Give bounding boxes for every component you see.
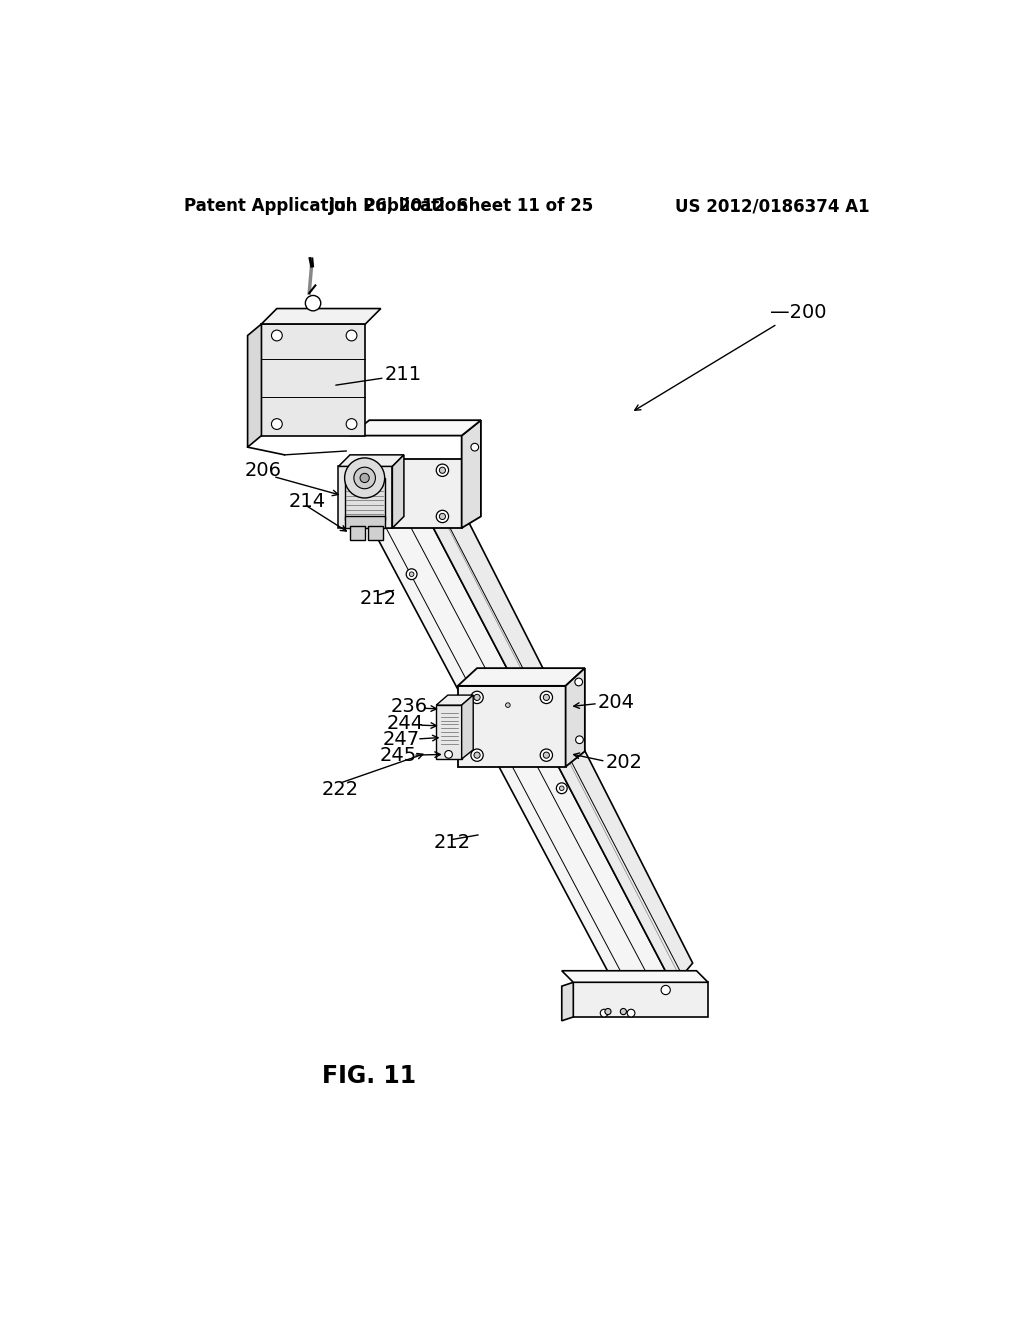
Text: FIG. 11: FIG. 11 [323,1064,417,1088]
Polygon shape [419,478,692,986]
Polygon shape [562,982,573,1020]
Text: 206: 206 [245,461,282,479]
Circle shape [541,692,553,704]
Text: 212: 212 [360,589,397,609]
Polygon shape [350,527,365,540]
Text: 245: 245 [379,746,417,766]
Polygon shape [339,455,403,466]
Circle shape [305,296,321,312]
Circle shape [471,692,483,704]
Circle shape [559,785,564,791]
Circle shape [506,702,510,708]
Text: 222: 222 [322,780,358,800]
Text: Jul. 26, 2012  Sheet 11 of 25: Jul. 26, 2012 Sheet 11 of 25 [329,197,594,215]
Circle shape [346,418,357,429]
Polygon shape [462,420,481,528]
Polygon shape [350,459,462,528]
Circle shape [436,511,449,523]
Polygon shape [350,420,481,436]
Circle shape [360,474,370,483]
Circle shape [544,694,550,701]
Circle shape [407,569,417,579]
Circle shape [471,444,478,451]
Circle shape [271,330,283,341]
Circle shape [436,465,449,477]
Polygon shape [357,502,674,986]
Text: Patent Application Publication: Patent Application Publication [184,197,468,215]
Circle shape [541,748,553,762]
Text: 244: 244 [386,714,423,733]
Polygon shape [248,323,261,447]
Circle shape [628,1010,635,1016]
Circle shape [544,752,550,758]
Circle shape [364,465,376,477]
Polygon shape [345,478,385,520]
Circle shape [367,513,373,520]
Polygon shape [458,686,565,767]
Circle shape [474,752,480,758]
Polygon shape [368,527,383,540]
Circle shape [444,751,453,758]
Text: 236: 236 [391,697,428,717]
Circle shape [439,513,445,520]
Polygon shape [565,668,585,767]
Circle shape [367,467,373,474]
Text: 247: 247 [383,730,420,750]
Circle shape [385,521,391,527]
Circle shape [471,748,483,762]
Text: 211: 211 [385,364,422,384]
Polygon shape [261,309,381,323]
Circle shape [345,458,385,498]
Circle shape [364,511,376,523]
Polygon shape [392,455,403,528]
Polygon shape [458,668,585,686]
Text: US 2012/0186374 A1: US 2012/0186374 A1 [675,197,869,215]
Polygon shape [261,323,366,436]
Circle shape [574,678,583,686]
Polygon shape [462,696,473,759]
Text: 214: 214 [289,491,326,511]
Circle shape [556,783,567,793]
Circle shape [354,467,376,488]
Polygon shape [339,466,392,528]
Text: —200: —200 [770,302,826,322]
Circle shape [346,330,357,341]
Circle shape [621,1008,627,1015]
Text: 204: 204 [598,693,635,711]
Circle shape [575,737,584,743]
Circle shape [503,700,513,710]
Text: 202: 202 [605,754,643,772]
Circle shape [410,572,414,577]
Circle shape [474,694,480,701]
Circle shape [600,1010,608,1016]
Polygon shape [345,516,385,528]
Circle shape [605,1008,611,1015]
Polygon shape [436,705,462,759]
Circle shape [662,985,671,995]
Polygon shape [573,982,708,1016]
Text: 212: 212 [433,833,470,851]
Polygon shape [562,970,708,982]
Circle shape [439,467,445,474]
Polygon shape [436,696,473,705]
Circle shape [271,418,283,429]
